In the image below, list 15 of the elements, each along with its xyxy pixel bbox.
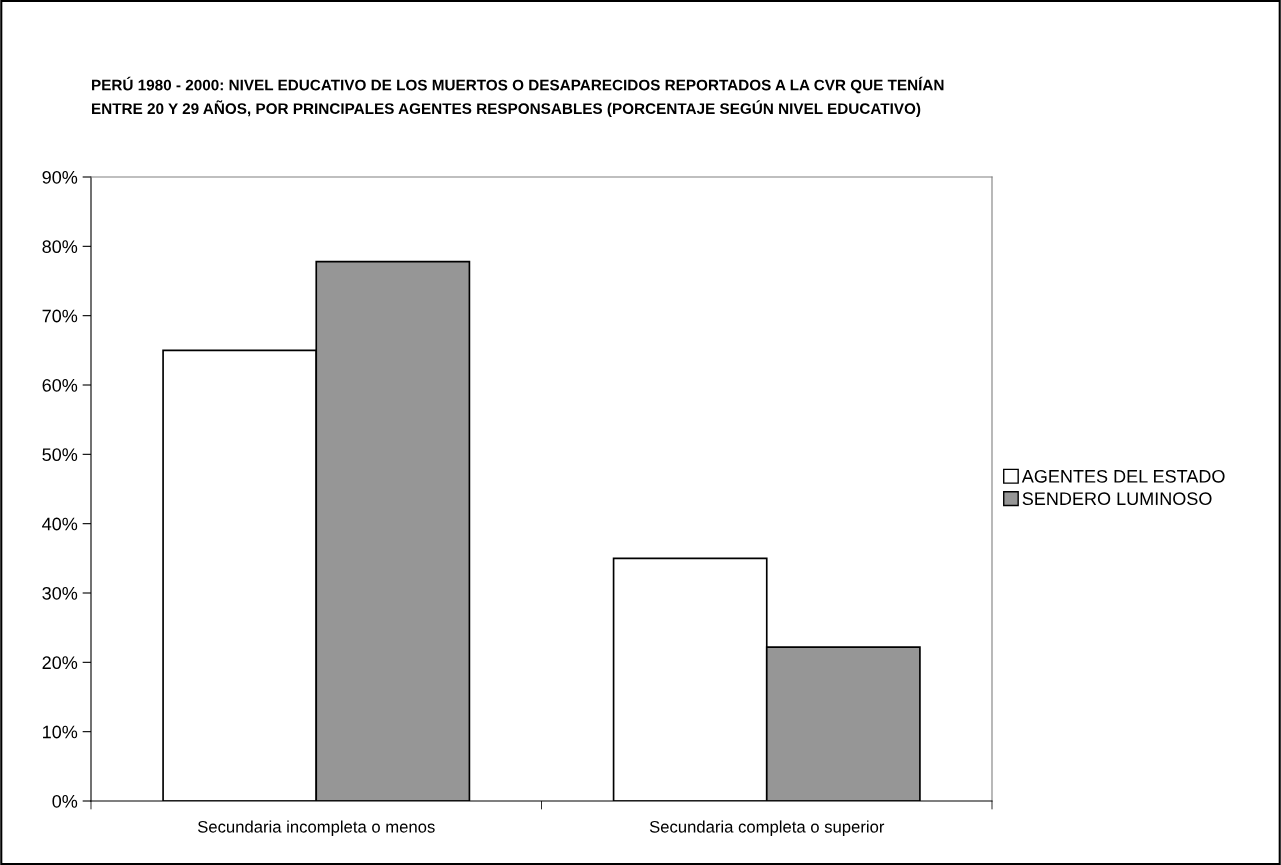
legend-label: AGENTES DEL ESTADO — [1021, 469, 1225, 483]
y-tick-label: 20% — [42, 656, 78, 670]
y-tick-label: 50% — [42, 448, 78, 462]
y-tick-label: 90% — [42, 170, 78, 184]
legend-label: SENDERO LUMINOSO — [1022, 492, 1212, 506]
y-tick-label: 80% — [42, 240, 78, 254]
y-tick-label: 60% — [42, 378, 78, 392]
chart-title: PERÚ 1980 - 2000: NIVEL EDUCATIVO DE LOS MUERTOS O DESAPARECIDOS REPORTADOS A LA CVR QUE TENÍAN ENTRE 20 Y 29 AÑOS, POR PRINCIPALES AGENTES RESPONSABLES (PORCENTAJE SEGÚN NIVEL EDUCATIVO) — [92, 76, 944, 118]
y-tick-label: 10% — [43, 725, 78, 739]
y-tick-label: 0% — [52, 794, 78, 808]
x-tick-label: Secundaria incompleta o menos — [197, 820, 435, 836]
y-tick-label: 30% — [42, 586, 78, 600]
x-tick-label: Secundaria completa o superior — [649, 820, 885, 836]
y-tick-label: 40% — [42, 517, 78, 531]
y-tick-label: 70% — [42, 309, 78, 323]
